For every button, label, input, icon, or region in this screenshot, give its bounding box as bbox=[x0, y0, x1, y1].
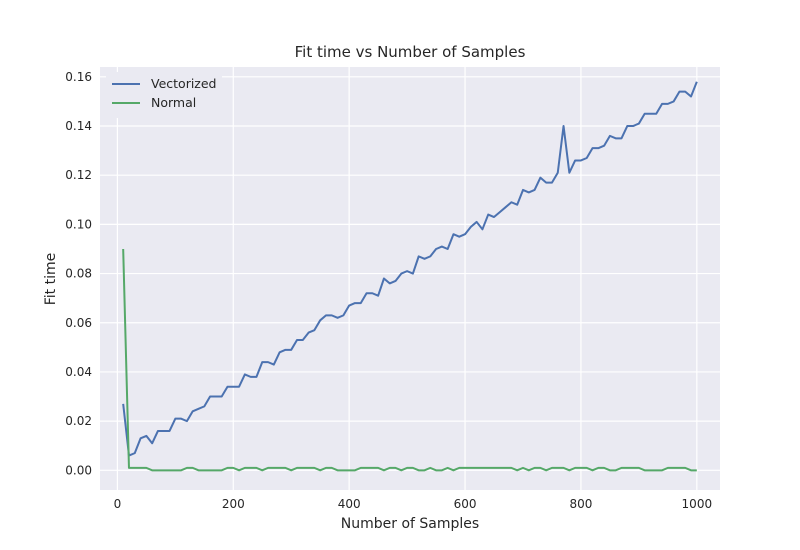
x-tick-label: 400 bbox=[338, 497, 361, 511]
y-tick-label: 0.12 bbox=[65, 168, 92, 182]
x-tick-labels: 0 200 400 600 800 1000 bbox=[114, 497, 713, 511]
legend-label-normal: Normal bbox=[151, 95, 196, 110]
y-tick-label: 0.16 bbox=[65, 70, 92, 84]
series-lines bbox=[122, 81, 698, 472]
x-axis-label: Number of Samples bbox=[341, 516, 479, 532]
x-tick-label: 200 bbox=[222, 497, 245, 511]
y-tick-label: 0.04 bbox=[65, 365, 92, 379]
y-tick-label: 0.10 bbox=[65, 217, 92, 231]
series-line-normal bbox=[122, 248, 697, 472]
chart-title: Fit time vs Number of Samples bbox=[295, 43, 526, 61]
y-tick-label: 0.06 bbox=[65, 316, 92, 330]
x-tick-label: 600 bbox=[454, 497, 477, 511]
y-tick-label: 0.14 bbox=[65, 119, 92, 133]
y-tick-labels: 0.00 0.02 0.04 0.06 0.08 0.10 0.12 0.14 0.16 bbox=[65, 70, 92, 477]
x-tick-label: 0 bbox=[114, 497, 122, 511]
plot-area bbox=[100, 67, 720, 490]
x-tick-label: 1000 bbox=[682, 497, 713, 511]
y-tick-label: 0.00 bbox=[65, 463, 92, 477]
series-line-vectorized bbox=[122, 81, 698, 457]
y-tick-label: 0.02 bbox=[65, 414, 92, 428]
legend-label-vectorized: Vectorized bbox=[151, 76, 217, 91]
x-tick-label: 800 bbox=[569, 497, 592, 511]
legend: Vectorized Normal bbox=[106, 72, 222, 118]
y-tick-label: 0.08 bbox=[65, 267, 92, 281]
grid-lines bbox=[100, 67, 720, 490]
y-axis-label: Fit time bbox=[43, 253, 59, 306]
